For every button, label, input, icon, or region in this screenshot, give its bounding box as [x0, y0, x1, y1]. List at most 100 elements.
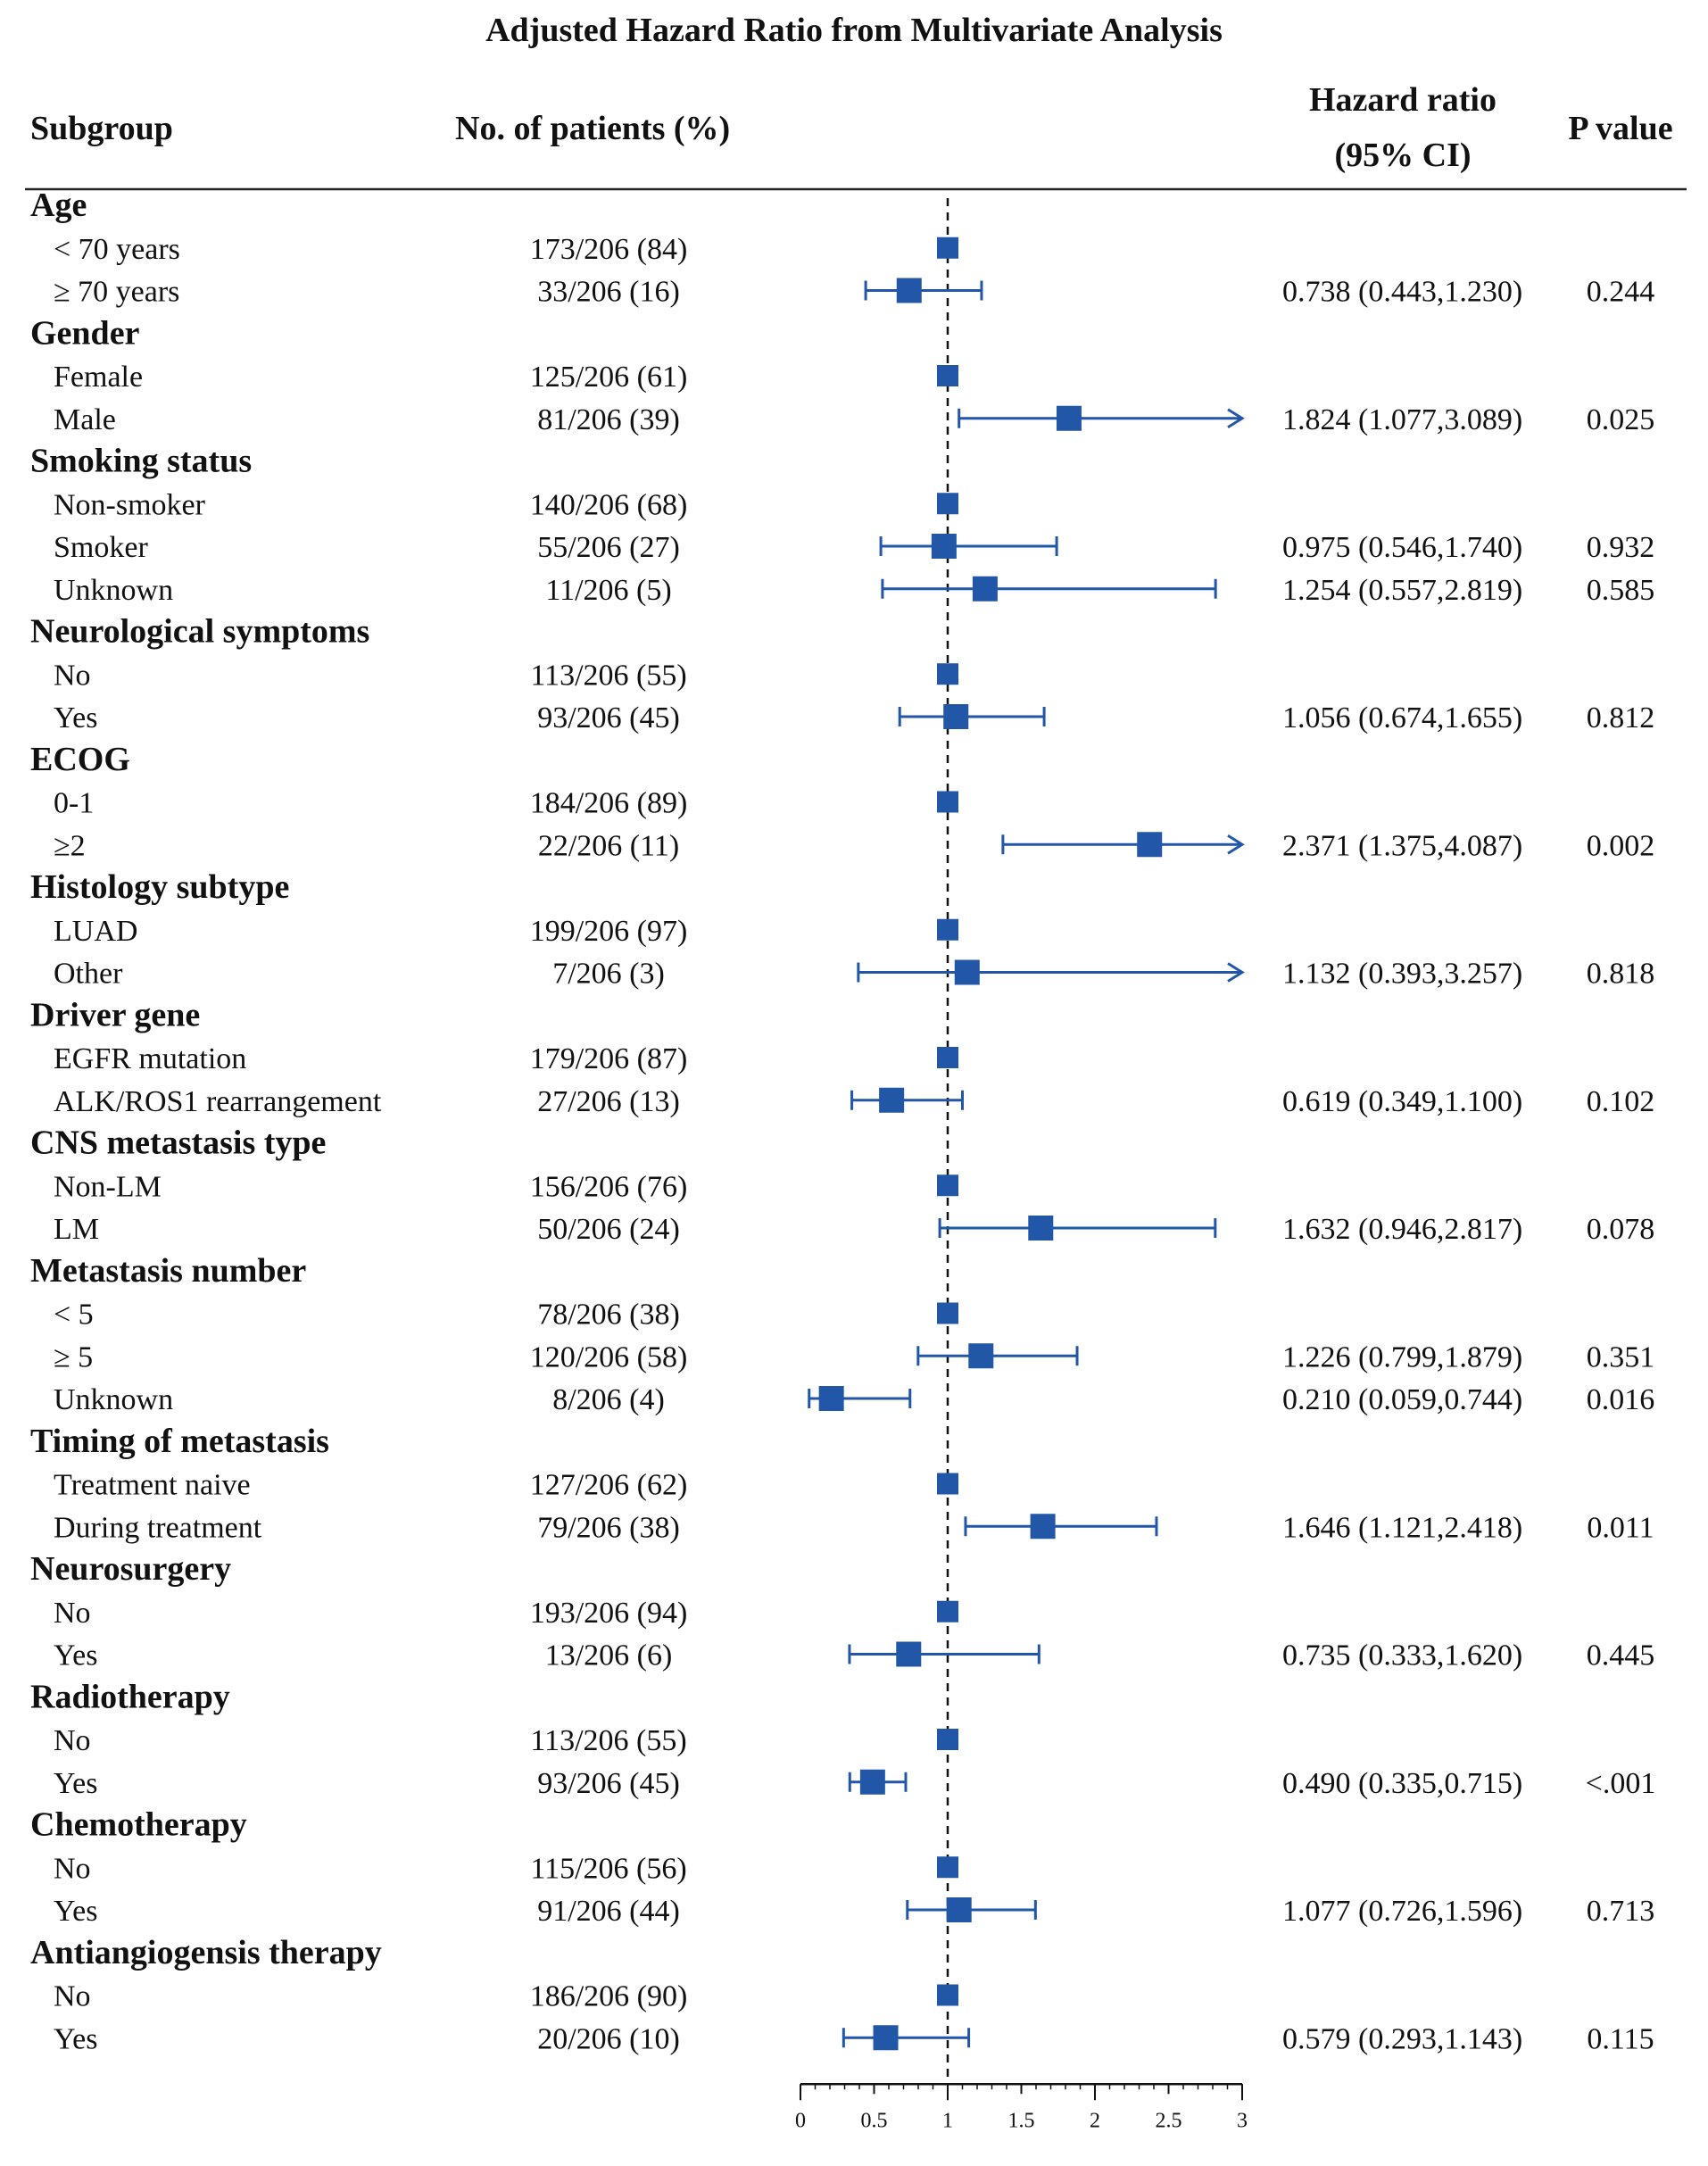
p-value-text: 0.025 [1587, 403, 1655, 436]
subgroup-label: Non-smoker [54, 488, 206, 521]
group-label: Neurosurgery [30, 1550, 231, 1588]
subgroup-row: Yes 93/206 (45) 1.056 (0.674,1.655) 0.812 [54, 701, 1654, 734]
p-value-text: 0.812 [1587, 701, 1655, 734]
hazard-ratio-marker [1028, 1216, 1054, 1241]
subgroup-label: EGFR mutation [54, 1042, 246, 1075]
subgroup-label: Yes [54, 701, 97, 734]
header-ci: (95% CI) [1334, 137, 1471, 174]
patient-count: 22/206 (11) [538, 829, 679, 862]
group-label: Radiotherapy [30, 1678, 230, 1715]
group-row: Neurosurgery [30, 1550, 231, 1588]
reference-marker [937, 1302, 958, 1324]
hazard-ratio-text: 1.824 (1.077,3.089) [1282, 403, 1522, 436]
p-value-text: 0.016 [1587, 1383, 1655, 1416]
reference-marker [937, 918, 958, 941]
subgroup-label: No [54, 1724, 91, 1757]
patient-count: 113/206 (55) [530, 659, 686, 692]
reference-marker [937, 365, 958, 386]
hazard-ratio-text: 0.619 (0.349,1.100) [1282, 1085, 1522, 1118]
ci-arrow [1227, 834, 1245, 855]
subgroup-row: Unknown 8/206 (4) 0.210 (0.059,0.744) 0.016 [54, 1383, 1654, 1416]
subgroup-row: Female 125/206 (61) [54, 361, 958, 394]
hazard-ratio-marker [943, 704, 969, 729]
group-label: Metastasis number [30, 1252, 306, 1290]
subgroup-label: < 5 [54, 1299, 94, 1332]
subgroup-label: Male [54, 403, 116, 436]
reference-marker [937, 1174, 958, 1197]
patient-count: 50/206 (24) [537, 1213, 680, 1246]
reference-marker [937, 791, 958, 813]
subgroup-label: Yes [54, 2022, 97, 2055]
hazard-ratio-text: 2.371 (1.375,4.087) [1282, 829, 1522, 862]
group-label: Gender [30, 314, 140, 352]
x-tick-label: 1 [942, 2109, 953, 2132]
group-row: Gender [30, 314, 140, 352]
hazard-ratio-text: 0.210 (0.059,0.744) [1282, 1383, 1522, 1416]
subgroup-label: 0-1 [54, 787, 94, 820]
subgroup-row: LM 50/206 (24) 1.632 (0.946,2.817) 0.078 [54, 1213, 1654, 1246]
hazard-ratio-marker [954, 959, 980, 985]
subgroup-row: No 193/206 (94) [54, 1597, 958, 1630]
hazard-ratio-text: 1.077 (0.726,1.596) [1282, 1895, 1522, 1928]
chart-title: Adjusted Hazard Ratio from Multivariate … [485, 12, 1223, 49]
hazard-ratio-text: 1.132 (0.393,3.257) [1282, 958, 1522, 991]
hazard-ratio-marker [873, 2025, 899, 2051]
header-p-value: P value [1568, 110, 1672, 147]
subgroup-row: ALK/ROS1 rearrangement 27/206 (13) 0.619 (… [54, 1085, 1654, 1118]
subgroup-label: No [54, 1852, 91, 1885]
hazard-ratio-text: 1.226 (0.799,1.879) [1282, 1340, 1522, 1373]
group-label: Neurological symptoms [30, 613, 369, 651]
patient-count: 79/206 (38) [537, 1511, 680, 1544]
group-label: Chemotherapy [30, 1806, 247, 1844]
group-row: Driver gene [30, 996, 200, 1033]
reference-marker [937, 1729, 958, 1750]
p-value-text: 0.011 [1587, 1511, 1654, 1544]
subgroup-row: Yes 91/206 (44) 1.077 (0.726,1.596) 0.713 [54, 1895, 1654, 1928]
hazard-ratio-marker [972, 576, 998, 602]
subgroup-label: Treatment naive [54, 1469, 251, 1502]
patient-count: 173/206 (84) [530, 233, 688, 266]
subgroup-row: ≥2 22/206 (11) 2.371 (1.375,4.087) 0.002 [54, 829, 1654, 862]
group-label: Antiangiogensis therapy [30, 1934, 382, 1971]
subgroup-label: ALK/ROS1 rearrangement [54, 1085, 382, 1118]
subgroup-row: Yes 93/206 (45) 0.490 (0.335,0.715) <.001 [54, 1767, 1655, 1800]
p-value-text: 0.585 [1587, 574, 1655, 607]
subgroup-row: Male 81/206 (39) 1.824 (1.077,3.089) 0.025 [54, 403, 1654, 436]
subgroup-row: No 115/206 (56) [54, 1852, 958, 1885]
x-tick-label: 0 [795, 2109, 806, 2132]
p-value-text: 0.244 [1587, 276, 1655, 309]
patient-count: 93/206 (45) [537, 701, 680, 734]
header-subgroup: Subgroup [30, 110, 173, 147]
patient-count: 93/206 (45) [537, 1767, 680, 1800]
hazard-ratio-marker [931, 534, 957, 559]
subgroup-label: During treatment [54, 1511, 262, 1544]
subgroup-label: No [54, 1980, 91, 2013]
x-tick-label: 0.5 [861, 2109, 888, 2132]
group-row: Metastasis number [30, 1252, 306, 1290]
hazard-ratio-text: 1.056 (0.674,1.655) [1282, 701, 1522, 734]
subgroup-label: ≥ 5 [54, 1340, 93, 1373]
subgroup-row: No 113/206 (55) [54, 1724, 958, 1757]
header-patients: No. of patients (%) [455, 110, 730, 147]
subgroup-label: Yes [54, 1639, 97, 1672]
patient-count: 199/206 (97) [530, 915, 688, 948]
hazard-ratio-marker [946, 1897, 972, 1922]
subgroup-row: Yes 20/206 (10) 0.579 (0.293,1.143) 0.115 [54, 2022, 1654, 2055]
patient-count: 91/206 (44) [537, 1895, 680, 1928]
subgroup-label: ≥2 [54, 829, 86, 862]
reference-marker [937, 1856, 958, 1879]
subgroup-row: ≥ 5 120/206 (58) 1.226 (0.799,1.879) 0.351 [54, 1340, 1654, 1373]
ci-arrow [1227, 408, 1245, 429]
subgroup-row: EGFR mutation 179/206 (87) [54, 1042, 958, 1075]
p-value-text: 0.351 [1587, 1340, 1655, 1373]
reference-marker [937, 1047, 958, 1068]
group-row: Smoking status [30, 443, 252, 480]
group-row: Radiotherapy [30, 1678, 230, 1715]
reference-marker [937, 663, 958, 685]
p-value-text: 0.102 [1587, 1085, 1655, 1118]
hazard-ratio-marker [859, 1769, 885, 1795]
subgroup-label: LM [54, 1213, 99, 1246]
patient-count: 33/206 (16) [537, 276, 680, 309]
patient-count: 27/206 (13) [537, 1085, 680, 1118]
